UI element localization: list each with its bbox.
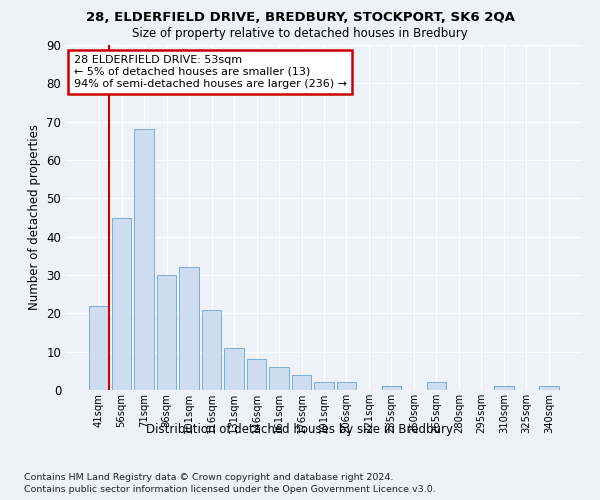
Bar — [224, 348, 244, 390]
Text: Distribution of detached houses by size in Bredbury: Distribution of detached houses by size … — [146, 422, 454, 436]
Text: Size of property relative to detached houses in Bredbury: Size of property relative to detached ho… — [132, 26, 468, 40]
Bar — [292, 374, 311, 390]
Bar — [202, 310, 221, 390]
Bar — [337, 382, 356, 390]
Text: Contains public sector information licensed under the Open Government Licence v3: Contains public sector information licen… — [24, 485, 436, 494]
Bar — [382, 386, 401, 390]
Bar — [179, 268, 199, 390]
Bar — [89, 306, 109, 390]
Bar — [157, 275, 176, 390]
Text: 28 ELDERFIELD DRIVE: 53sqm
← 5% of detached houses are smaller (13)
94% of semi-: 28 ELDERFIELD DRIVE: 53sqm ← 5% of detac… — [74, 56, 347, 88]
Bar — [539, 386, 559, 390]
Text: Contains HM Land Registry data © Crown copyright and database right 2024.: Contains HM Land Registry data © Crown c… — [24, 472, 394, 482]
Text: 28, ELDERFIELD DRIVE, BREDBURY, STOCKPORT, SK6 2QA: 28, ELDERFIELD DRIVE, BREDBURY, STOCKPOR… — [86, 11, 514, 24]
Bar — [314, 382, 334, 390]
Bar — [112, 218, 131, 390]
Bar — [494, 386, 514, 390]
Bar — [134, 130, 154, 390]
Bar — [427, 382, 446, 390]
Bar — [269, 367, 289, 390]
Y-axis label: Number of detached properties: Number of detached properties — [28, 124, 41, 310]
Bar — [247, 360, 266, 390]
